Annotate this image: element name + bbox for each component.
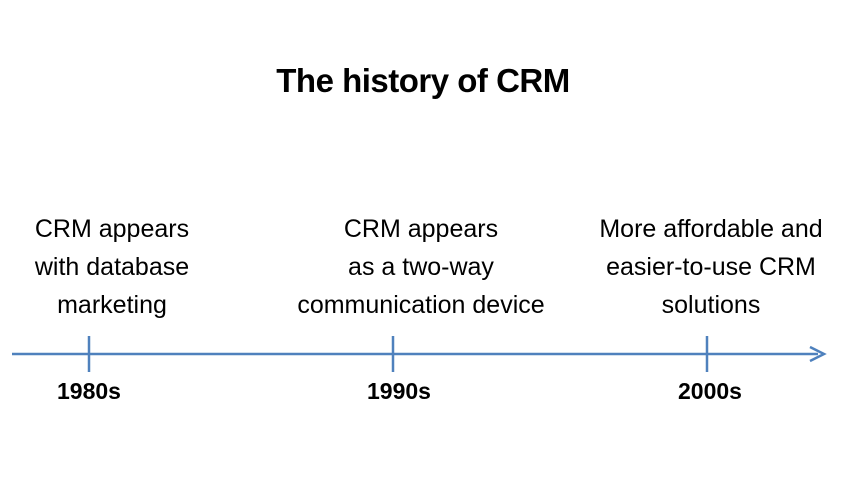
event-line: marketing bbox=[57, 291, 167, 319]
arrow-head-icon bbox=[809, 345, 827, 363]
event-line: More affordable and bbox=[599, 215, 823, 243]
event-line: CRM appears bbox=[343, 215, 499, 243]
event-line: easier-to-use CRM bbox=[606, 253, 816, 281]
event-line: solutions bbox=[661, 291, 761, 319]
event-line: as a two-way bbox=[348, 253, 494, 281]
event-description-1980s: CRM appears with database marketing bbox=[0, 210, 262, 324]
event-line: with database bbox=[34, 253, 190, 281]
event-description-2000s: More affordable and easier-to-use CRM so… bbox=[561, 210, 846, 324]
event-description-1990s: CRM appears as a two-way communication d… bbox=[271, 210, 571, 324]
event-line: CRM appears bbox=[34, 215, 190, 243]
diagram-title: The history of CRM bbox=[276, 62, 570, 99]
year-label-1980s: 1980s bbox=[57, 378, 121, 404]
event-line: communication device bbox=[297, 291, 545, 319]
year-label-1990s: 1990s bbox=[367, 378, 431, 404]
year-label-2000s: 2000s bbox=[678, 378, 742, 404]
